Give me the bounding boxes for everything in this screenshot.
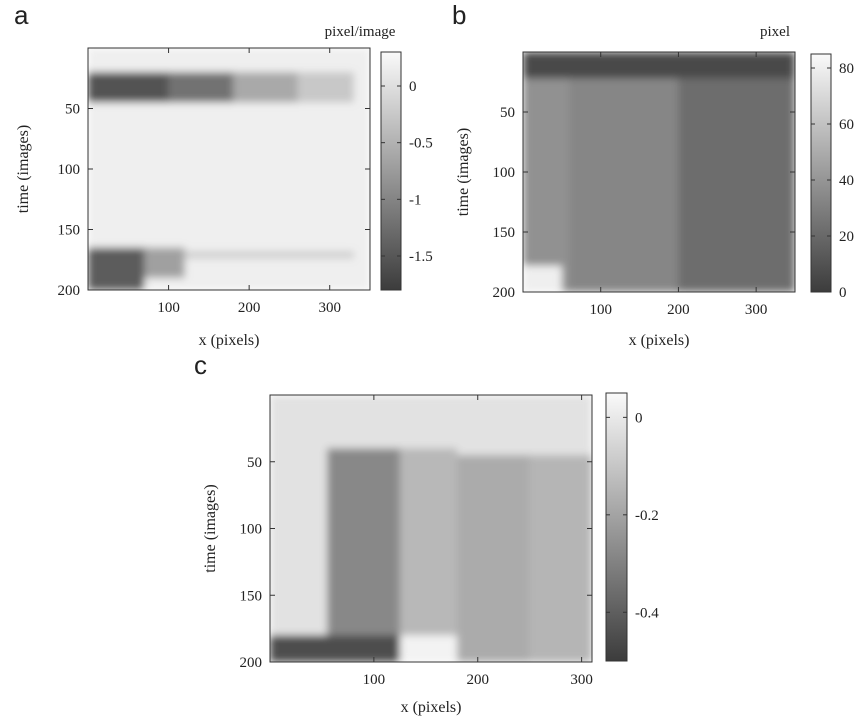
x-tick-label: 200	[667, 302, 690, 318]
x-tick-label: 200	[238, 300, 261, 316]
x-tick-label: 100	[363, 672, 386, 688]
colorbar-tick-label: 0	[635, 410, 643, 426]
heatmap-panel-a: a 100 200 300 50 100 150 200 x (pixels) time (ima…	[14, 0, 433, 349]
heatmap-region-6	[270, 635, 400, 662]
y-axis-label: time (images)	[455, 128, 472, 216]
x-axis-label: x (pixels)	[401, 699, 462, 716]
heatmap-region-2	[88, 72, 169, 103]
heatmap-region-5	[529, 455, 592, 662]
heatmap-region-5	[297, 72, 354, 103]
heatmap-cells	[270, 395, 592, 662]
heatmap-region-4	[456, 455, 530, 662]
y-tick-label: 100	[240, 522, 263, 538]
colorbar-tick-label: 0	[409, 79, 417, 95]
heatmap-region-4	[233, 72, 298, 103]
panel-letter: a	[14, 0, 29, 30]
colorbar-gradient	[380, 51, 402, 291]
y-tick-label: 50	[500, 105, 515, 121]
x-tick-label: 100	[589, 302, 612, 318]
heatmap-region-2	[523, 52, 795, 79]
heatmap-region-7	[399, 635, 457, 662]
colorbar-tick-label: 0	[839, 285, 847, 301]
colorbar: 80 60 40 20 0 pixel	[760, 24, 854, 301]
y-tick-label: 50	[247, 455, 262, 471]
colorbar-tick-label: 80	[839, 61, 854, 77]
x-tick-label: 300	[745, 302, 768, 318]
heatmap-region-3	[523, 78, 570, 292]
colorbar-tick-label: -0.2	[635, 508, 659, 524]
x-axis-label: x (pixels)	[629, 332, 690, 349]
colorbar-tick-label: 20	[839, 229, 854, 245]
x-tick-label: 300	[318, 300, 341, 316]
y-tick-label: 100	[493, 165, 516, 181]
panel-letter: c	[194, 350, 207, 380]
y-tick-label: 100	[58, 162, 81, 178]
colorbar-title: pixel/image	[325, 24, 396, 40]
y-tick-label: 150	[58, 223, 81, 239]
colorbar: 0 -0.2 -0.4	[605, 392, 659, 662]
y-axis-label: time (images)	[202, 484, 219, 572]
heatmap-cells	[88, 48, 370, 290]
y-tick-label: 150	[240, 588, 263, 604]
colorbar-tick-label: -0.4	[635, 605, 659, 621]
y-tick-label: 150	[493, 225, 516, 241]
heatmap-region-4	[569, 78, 679, 292]
heatmap-region-3	[399, 448, 457, 636]
heatmap-region-2	[327, 448, 400, 662]
heatmap-region-5	[678, 78, 795, 292]
y-axis-label: time (images)	[15, 125, 32, 213]
colorbar-tick-label: 40	[839, 173, 854, 189]
colorbar-tick-label: -0.5	[409, 136, 433, 152]
colorbar-title: pixel	[760, 24, 790, 40]
y-tick-label: 200	[493, 285, 516, 301]
colorbar-gradient	[605, 392, 628, 662]
heatmap-region-6	[523, 265, 562, 292]
colorbar: 0 -0.5 -1 -1.5 pixel/image	[325, 24, 433, 291]
colorbar-tick-label: -1	[409, 192, 422, 208]
heatmap-region-8	[184, 251, 354, 259]
x-tick-label: 300	[570, 672, 593, 688]
y-tick-label: 200	[240, 655, 263, 671]
x-tick-label: 200	[466, 672, 489, 688]
y-tick-label: 50	[65, 102, 80, 118]
heatmap-cells	[523, 52, 795, 292]
colorbar-tick-label: 60	[839, 117, 854, 133]
colorbar-gradient	[810, 53, 832, 293]
x-tick-label: 100	[157, 300, 180, 316]
heatmap-region-7	[144, 247, 185, 278]
heatmap-region-6	[88, 247, 145, 290]
panel-letter: b	[452, 0, 466, 30]
heatmap-region-3	[168, 72, 234, 103]
colorbar-tick-label: -1.5	[409, 249, 433, 265]
x-axis-label: x (pixels)	[199, 332, 260, 349]
y-tick-label: 200	[58, 283, 81, 299]
